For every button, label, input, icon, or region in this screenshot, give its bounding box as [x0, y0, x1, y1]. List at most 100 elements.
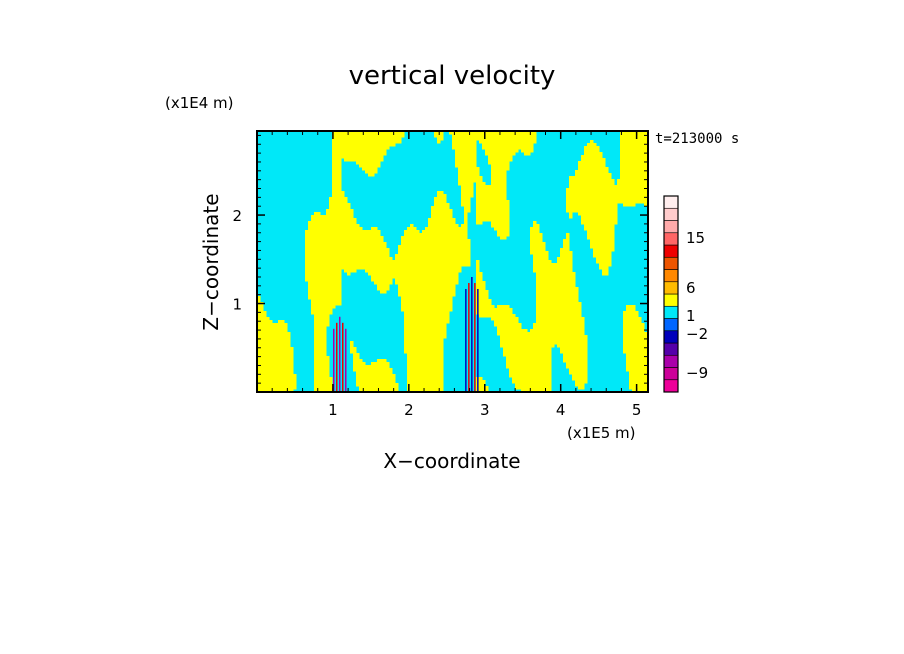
field-cell [566, 200, 648, 204]
field-cell [530, 239, 543, 243]
field-cell [257, 299, 261, 303]
field-cell [431, 212, 453, 216]
field-cell [587, 143, 597, 147]
field-cell [398, 245, 471, 249]
field-cell [359, 386, 399, 390]
field-cell [494, 320, 519, 324]
field-cell [530, 227, 540, 231]
field-cell [404, 317, 450, 321]
field-cell [329, 206, 351, 210]
field-cell [314, 374, 330, 378]
field-cell [401, 305, 453, 309]
field-cell [620, 170, 648, 174]
field-cell [332, 176, 342, 180]
field-cell [380, 290, 387, 294]
field-cell [434, 197, 447, 201]
field-cell [377, 284, 390, 288]
field-cell [407, 359, 444, 363]
field-cell [407, 365, 444, 369]
field-cell [257, 371, 294, 375]
field-cell [308, 284, 342, 288]
colorbar-segment [663, 244, 679, 258]
field-cell [476, 197, 507, 201]
field-cell [353, 368, 393, 372]
field-cell [314, 353, 327, 357]
field-cell [629, 377, 648, 381]
field-cell [476, 278, 483, 282]
field-cell [623, 317, 642, 321]
plot-frame [256, 130, 649, 393]
field-cell [437, 194, 447, 198]
field-cell [407, 353, 444, 357]
field-cell [623, 347, 648, 351]
field-cell [353, 365, 390, 369]
field-cell [503, 347, 552, 351]
field-cell [536, 320, 585, 324]
field-cell [476, 284, 486, 288]
field-cell [569, 182, 615, 186]
field-cell [497, 233, 510, 237]
field-cell [488, 161, 510, 165]
field-cell [332, 185, 342, 189]
field-cell [566, 233, 570, 237]
x-tick-label: 4 [556, 401, 566, 419]
field-cell [257, 353, 294, 357]
field-cell [479, 140, 537, 144]
field-cell [476, 260, 480, 264]
field-cell [368, 272, 459, 276]
field-cell [395, 281, 459, 285]
field-cell [458, 167, 480, 171]
colorbar-segment [663, 305, 679, 319]
field-cell [425, 227, 468, 231]
updraft-core-0 [338, 316, 341, 392]
field-cell [476, 218, 510, 222]
updraft-core-1 [477, 288, 479, 392]
field-cell [500, 236, 507, 240]
updraft-core-0 [341, 322, 344, 392]
field-cell [257, 314, 267, 318]
field-cell [311, 305, 336, 309]
field-cell [407, 374, 444, 378]
field-cell [476, 293, 489, 297]
field-cell [464, 212, 468, 216]
field-cell [533, 254, 549, 258]
field-cell [398, 284, 456, 288]
field-cell [491, 221, 510, 225]
field-cell [515, 386, 552, 390]
field-cell [257, 329, 288, 333]
field-cell [584, 146, 600, 150]
field-cell [314, 335, 327, 339]
field-cell [452, 146, 477, 150]
field-cell [431, 215, 453, 219]
field-cell [617, 179, 648, 183]
field-cell [257, 368, 294, 372]
field-cell [623, 326, 645, 330]
updraft-cores [332, 276, 479, 392]
field-cell [404, 230, 420, 234]
field-cell [626, 353, 648, 357]
field-cell [620, 161, 648, 165]
field-cell [455, 164, 477, 168]
field-cell [623, 335, 648, 339]
field-cell [332, 143, 396, 147]
field-cell [314, 365, 330, 369]
colorbar-label: −9 [686, 364, 708, 382]
field-cell [332, 182, 342, 186]
field-cell [332, 188, 342, 192]
field-cell [536, 302, 582, 306]
field-cell [626, 368, 648, 372]
field-cell [407, 371, 444, 375]
field-cell [257, 356, 294, 360]
field-cell [350, 347, 357, 351]
field-cell [404, 347, 444, 351]
field-cell [500, 335, 588, 339]
field-cell [623, 203, 636, 207]
field-cell [332, 167, 342, 171]
field-cell [311, 299, 342, 303]
field-cell [524, 152, 531, 156]
field-cell [476, 194, 507, 198]
field-cell [560, 251, 573, 255]
field-cell [575, 380, 588, 384]
field-cell [620, 143, 648, 147]
field-cell [311, 308, 333, 312]
